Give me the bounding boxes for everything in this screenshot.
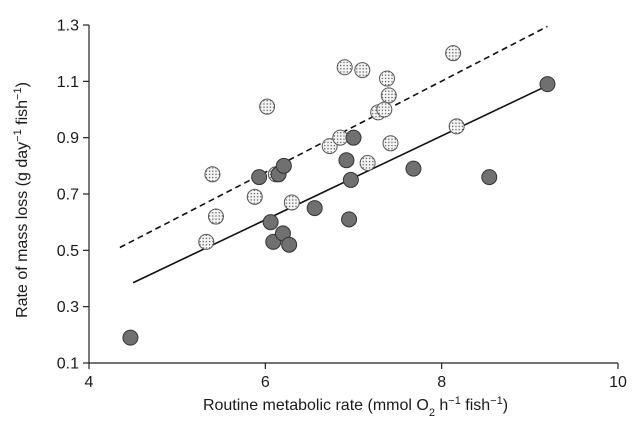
x-axis-label: Routine metabolic rate (mmol O2 h−1 fish… [203,395,508,419]
dotted-data-point [379,70,396,87]
data-points [122,45,556,346]
grey-data-point [341,211,358,228]
dotted-data-point [359,155,376,172]
dotted-data-point [376,101,393,118]
fit-lines [119,25,548,284]
grey-data-point [342,171,359,188]
dotted-data-point [283,194,300,211]
y-tick-label: 0.1 [57,356,79,373]
dotted-data-point [380,87,397,104]
y-tick-label: 0.5 [57,243,79,260]
dotted-data-point [336,59,353,76]
solid-fit-line [132,84,548,284]
tick-labels: 4 6 8 10 0.1 0.3 0.5 0.7 0.9 1.1 1.3 [57,18,627,392]
x-tick-label: 8 [437,374,446,391]
grey-data-point [345,129,362,146]
grey-data-point [251,169,268,186]
y-tick-label: 0.9 [57,130,79,147]
x-tick-label: 10 [609,374,627,391]
grey-data-point [338,152,355,169]
dotted-data-point [207,208,224,225]
dotted-data-point [448,118,465,135]
dotted-data-point [246,188,263,205]
axes [83,24,619,369]
y-tick-label: 0.7 [57,187,79,204]
dotted-data-point [445,45,462,62]
grey-data-point [262,214,279,231]
dotted-data-point [204,166,221,183]
grey-data-point [275,157,292,174]
dotted-data-point [354,62,371,79]
grey-data-point [405,160,422,177]
y-axis-label: Rate of mass loss (g day−1 fish−1) [12,82,31,318]
grey-data-point [281,236,298,253]
grey-data-point [122,329,139,346]
dotted-data-point [259,98,276,115]
dotted-data-point [321,138,338,155]
grey-data-point [481,169,498,186]
y-tick-label: 1.3 [57,18,79,35]
y-tick-label: 1.1 [57,74,79,91]
dotted-data-point [198,233,215,250]
x-tick-label: 4 [85,374,94,391]
x-tick-label: 6 [261,374,270,391]
grey-data-point [306,200,323,217]
y-tick-label: 0.3 [57,299,79,316]
grey-data-point [539,76,556,93]
dotted-data-point [382,135,399,152]
